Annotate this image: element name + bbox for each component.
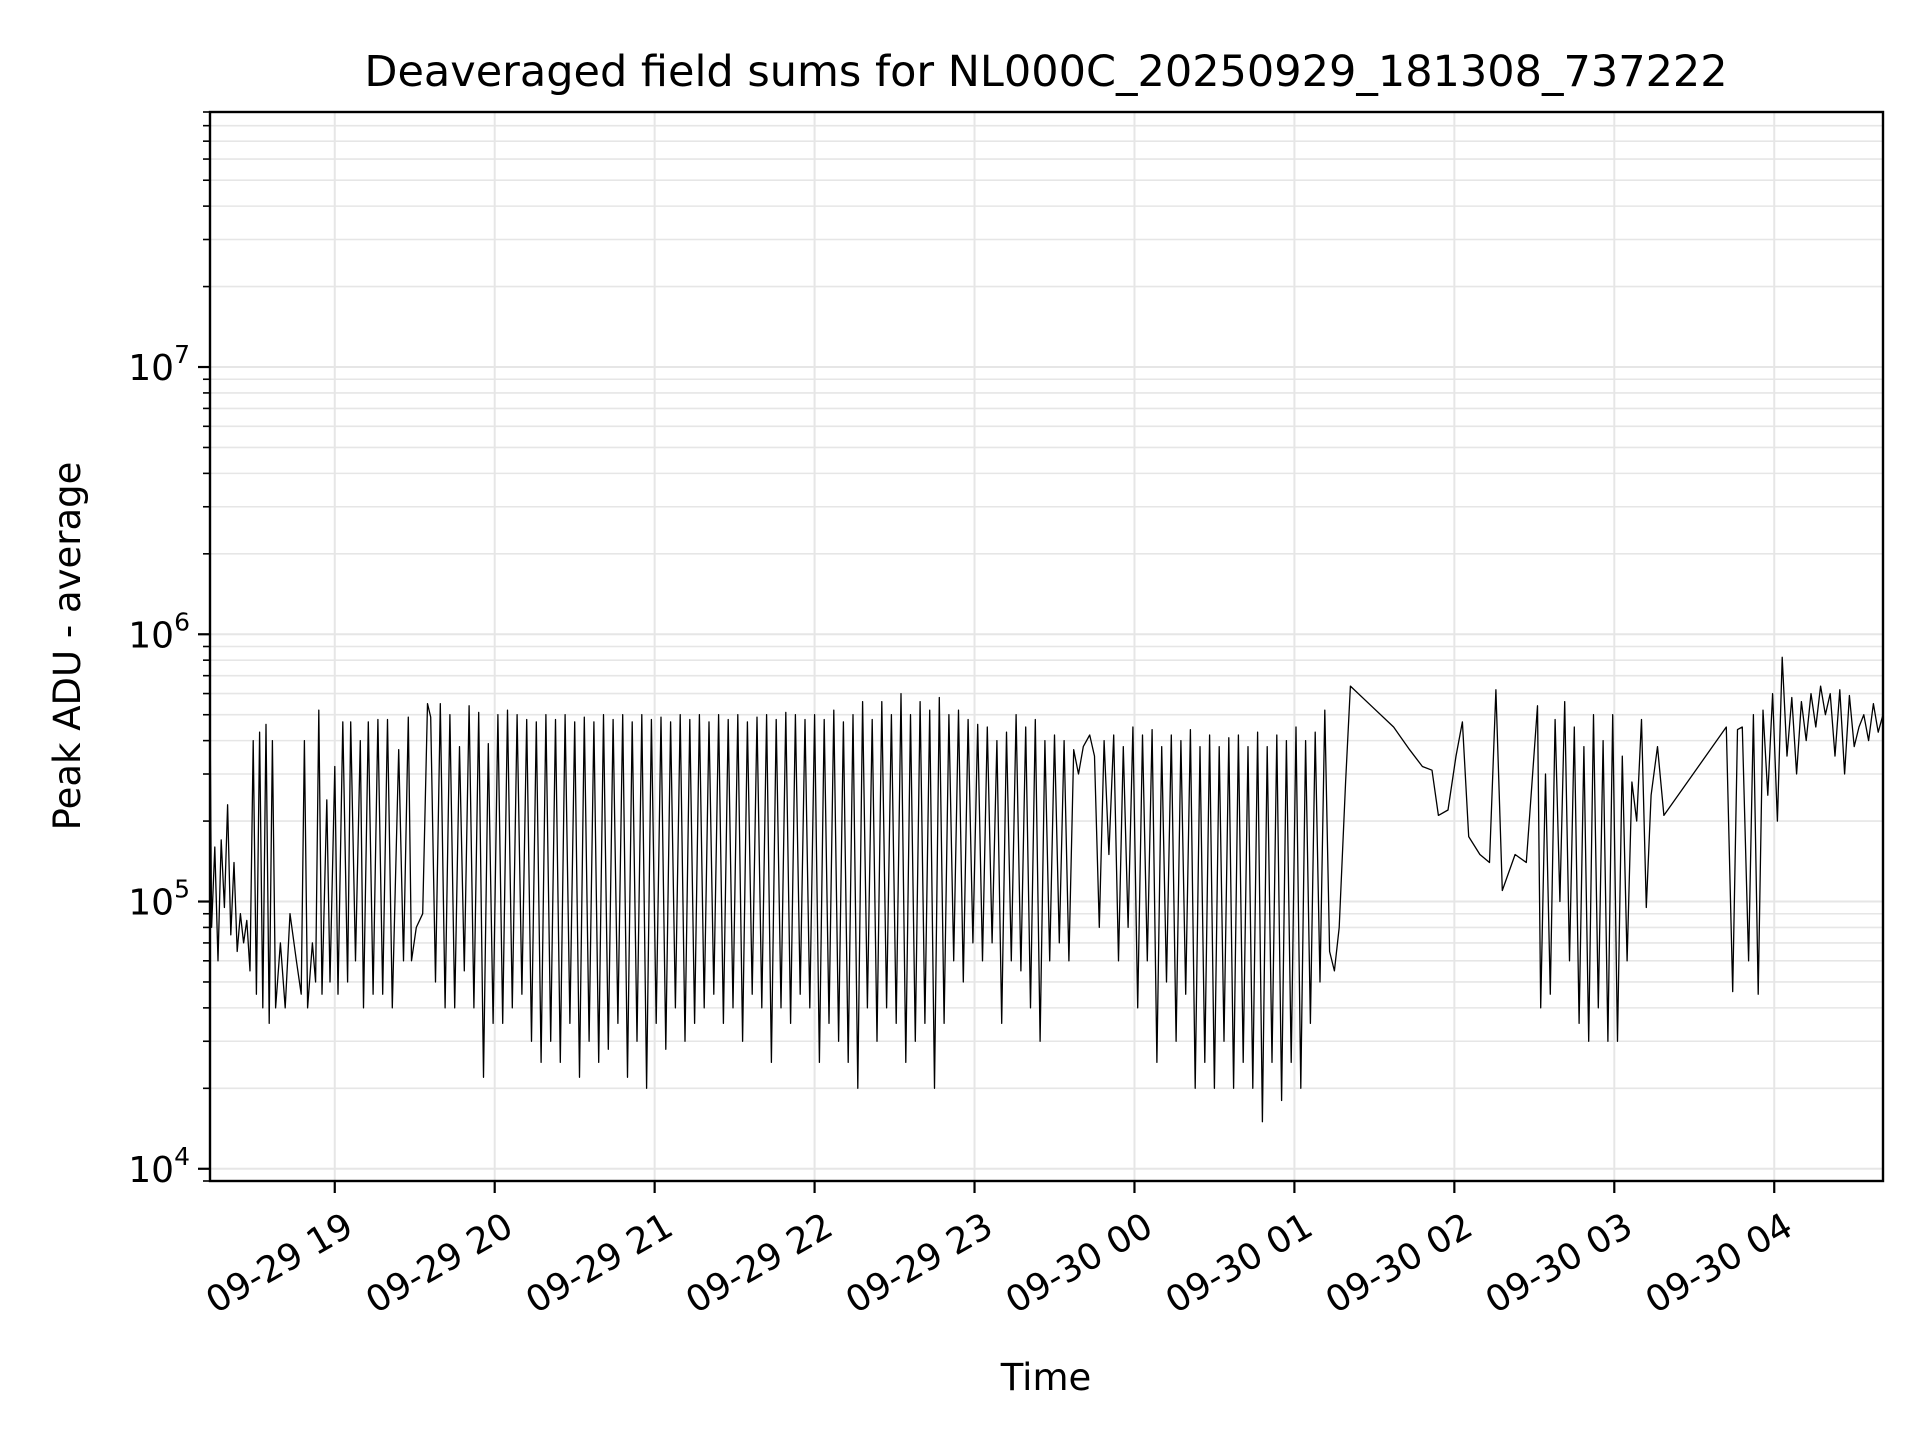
y-tick-label: 106: [128, 607, 190, 656]
series-line-peak-adu: [209, 656, 1884, 1123]
data-line-group: [209, 656, 1884, 1123]
y-tick-label: 104: [128, 1142, 190, 1191]
chart-title: Deaveraged field sums for NL000C_2025092…: [364, 47, 1727, 97]
y-tick-label: 105: [128, 875, 190, 924]
y-axis-label: Peak ADU - average: [46, 462, 89, 831]
y-tick-label: 107: [128, 340, 190, 389]
x-axis-label: Time: [1000, 1356, 1092, 1399]
y-axis: 104 105 106 107: [128, 111, 210, 1191]
